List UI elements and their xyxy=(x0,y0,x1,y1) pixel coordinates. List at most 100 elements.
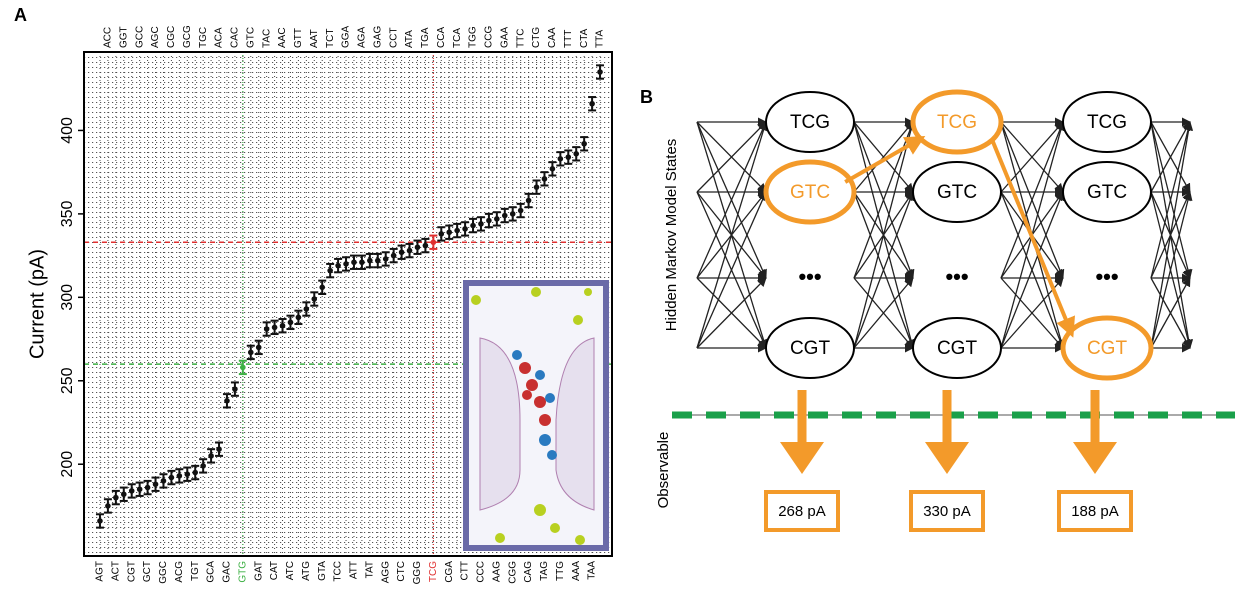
x-tick-label: GAT xyxy=(253,561,264,581)
x-tick-label: CAA xyxy=(547,27,558,48)
x-tick-label: CCA xyxy=(436,27,447,48)
states-label: Hidden Markov Model States xyxy=(663,139,680,332)
x-tick-label: GTC xyxy=(245,27,256,48)
x-tick-label: ATC xyxy=(285,561,296,580)
path-arrow xyxy=(992,140,1072,334)
point xyxy=(248,350,254,356)
x-tick-label: AGG xyxy=(380,561,391,583)
x-tick-label: CGA xyxy=(444,561,455,583)
point xyxy=(129,488,135,494)
x-tick-label: TGG xyxy=(468,26,479,48)
panel-label: A xyxy=(14,5,27,25)
x-tick-label: GAG xyxy=(372,26,383,48)
x-tick-label: AGT xyxy=(95,561,106,582)
x-tick-label: TCT xyxy=(325,29,336,48)
x-tick-label: TAT xyxy=(364,561,375,578)
point xyxy=(573,151,579,157)
point xyxy=(558,156,564,162)
x-tick-label: CGC xyxy=(166,26,177,48)
x-tick-label: CTT xyxy=(460,561,471,580)
y-tick-label: 200 xyxy=(59,451,76,478)
x-tick-label: ACA xyxy=(214,27,225,48)
x-tick-label: AGC xyxy=(150,26,161,48)
x-tick-label: CTG xyxy=(531,27,542,48)
point xyxy=(200,463,206,469)
point xyxy=(216,446,222,452)
point xyxy=(319,285,325,291)
point xyxy=(280,323,286,329)
x-tick-label: TAA xyxy=(587,561,598,580)
x-tick-label: GCG xyxy=(182,25,193,48)
x-tick-label: GTG xyxy=(237,561,248,583)
observable-label: Observable xyxy=(655,432,672,509)
point xyxy=(407,248,413,254)
path-arrow xyxy=(845,138,922,182)
x-tick-label: AAA xyxy=(571,561,582,581)
x-tick-label: AAG xyxy=(491,561,502,582)
x-tick-label: TCA xyxy=(452,28,463,48)
x-tick-label: GGG xyxy=(412,561,423,585)
point xyxy=(161,478,167,484)
x-tick-label: TGC xyxy=(198,27,209,48)
point xyxy=(399,249,405,255)
point xyxy=(438,231,444,237)
point xyxy=(184,471,190,477)
point xyxy=(383,256,389,262)
x-tick-label: CCG xyxy=(484,26,495,48)
point xyxy=(192,470,198,476)
x-tick-label: TGT xyxy=(190,561,201,581)
x-tick-label: CAT xyxy=(269,561,280,580)
x-tick-label: GCT xyxy=(142,561,153,582)
x-tick-label: ACG xyxy=(174,561,185,583)
point xyxy=(121,491,127,497)
point xyxy=(113,495,119,501)
y-tick-label: 350 xyxy=(59,200,76,227)
point xyxy=(367,258,373,264)
x-tick-label: AAT xyxy=(309,29,320,48)
ellipsis: ••• xyxy=(1095,264,1118,289)
point xyxy=(565,154,571,160)
y-axis-label: Current (pA) xyxy=(26,249,48,359)
x-tick-label: TCG xyxy=(428,561,439,582)
point xyxy=(589,101,595,107)
x-tick-label: CCT xyxy=(388,27,399,48)
x-tick-label: TCC xyxy=(333,561,344,582)
point xyxy=(208,453,214,459)
point xyxy=(327,268,333,274)
x-tick-label: ATG xyxy=(301,561,312,581)
ellipsis: ••• xyxy=(798,264,821,289)
x-tick-label: ATT xyxy=(349,561,360,579)
point xyxy=(232,386,238,392)
point xyxy=(343,261,349,267)
x-tick-label: CAC xyxy=(230,27,241,48)
state-label: CGT xyxy=(937,338,978,359)
x-tick-label: AGA xyxy=(357,27,368,48)
point xyxy=(454,228,460,234)
x-tick-label: AAC xyxy=(277,27,288,48)
state-label: TCG xyxy=(790,112,830,133)
point xyxy=(550,166,556,172)
state-label: GTC xyxy=(1087,182,1127,203)
point xyxy=(431,239,437,245)
observation-label: 268 pA xyxy=(778,503,826,520)
point xyxy=(145,485,151,491)
x-tick-label: TAC xyxy=(261,29,272,48)
point xyxy=(335,263,341,269)
point xyxy=(462,226,468,232)
emission-head xyxy=(1073,442,1117,474)
state-label: CGT xyxy=(1087,338,1128,359)
x-tick-label: GTT xyxy=(293,28,304,48)
point xyxy=(264,326,270,332)
x-tick-label: GTA xyxy=(317,561,328,581)
point xyxy=(351,259,357,265)
y-tick-label: 400 xyxy=(59,117,76,144)
point xyxy=(446,229,452,235)
point xyxy=(494,216,500,222)
x-tick-label: ATA xyxy=(404,30,415,48)
x-tick-label: CGG xyxy=(507,561,518,584)
observation-label: 188 pA xyxy=(1071,503,1119,520)
x-tick-label: CCC xyxy=(476,561,487,583)
point xyxy=(486,218,492,224)
ellipsis: ••• xyxy=(945,264,968,289)
